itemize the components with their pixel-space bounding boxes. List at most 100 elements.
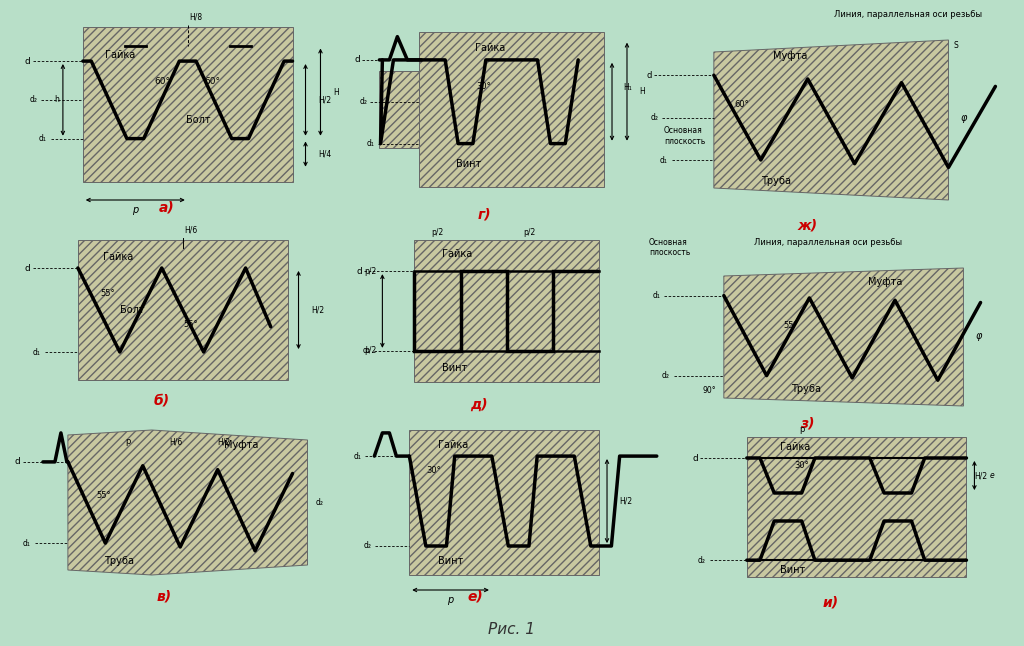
Text: p/2: p/2 — [431, 227, 443, 236]
Text: Гайка: Гайка — [103, 252, 133, 262]
Bar — [379, 71, 419, 148]
Text: Линия, параллельная оси резьбы: Линия, параллельная оси резьбы — [754, 238, 902, 247]
Text: H/6: H/6 — [169, 437, 182, 446]
Text: p: p — [447, 595, 454, 605]
Text: 60°: 60° — [155, 77, 171, 86]
Text: а): а) — [159, 200, 175, 214]
Text: ж): ж) — [798, 218, 818, 232]
Text: p: p — [799, 424, 805, 433]
Text: Основная
плоскость: Основная плоскость — [664, 127, 706, 146]
Text: d₂: d₂ — [359, 98, 368, 106]
Text: в): в) — [157, 590, 171, 604]
Text: 55°: 55° — [183, 320, 199, 329]
Text: H: H — [334, 88, 339, 97]
Text: h: h — [54, 96, 59, 105]
Text: Гайка: Гайка — [105, 50, 136, 60]
Text: Болт: Болт — [120, 305, 144, 315]
Text: d₂: d₂ — [662, 371, 670, 380]
Text: d₂: d₂ — [364, 541, 372, 550]
Bar — [746, 437, 967, 577]
Text: d: d — [354, 56, 360, 65]
Text: d: d — [25, 57, 30, 66]
Text: d₁: d₁ — [653, 291, 660, 300]
Text: 90°: 90° — [702, 386, 716, 395]
Text: и): и) — [822, 595, 839, 609]
Text: d: d — [692, 453, 698, 463]
Text: 30°: 30° — [476, 82, 492, 90]
Text: 30°: 30° — [427, 466, 441, 475]
Text: p/2: p/2 — [365, 346, 377, 355]
Text: H: H — [639, 87, 645, 96]
Text: d: d — [14, 457, 19, 466]
Text: φ: φ — [961, 112, 967, 123]
Text: H/2: H/2 — [975, 471, 987, 480]
Text: p: p — [125, 437, 130, 446]
Text: p: p — [132, 205, 138, 215]
Text: Труба: Труба — [761, 176, 791, 186]
Text: d₂: d₂ — [30, 96, 38, 105]
Text: Линия, параллельная оси резьбы: Линия, параллельная оси резьбы — [834, 10, 982, 19]
Text: d₁: d₁ — [660, 156, 668, 165]
Text: H/2: H/2 — [217, 437, 230, 446]
Text: 55°: 55° — [100, 289, 115, 298]
Text: d₁: d₁ — [367, 139, 375, 148]
Polygon shape — [724, 268, 964, 406]
Text: 30°: 30° — [795, 461, 809, 470]
Text: 55°: 55° — [783, 322, 799, 331]
Text: 60°: 60° — [734, 99, 750, 109]
Text: Гайка: Гайка — [475, 43, 505, 52]
Text: Муфта: Муфта — [772, 51, 807, 61]
Text: d₂: d₂ — [651, 113, 658, 122]
Text: Труба: Труба — [791, 384, 821, 395]
Text: Муфта: Муфта — [867, 276, 902, 287]
Text: Винт: Винт — [442, 363, 467, 373]
Text: H/8: H/8 — [189, 12, 203, 21]
Text: d: d — [356, 267, 362, 276]
Text: d₁: d₁ — [353, 452, 361, 461]
Bar — [78, 240, 288, 380]
Text: H/4: H/4 — [318, 150, 332, 159]
Text: p/2: p/2 — [523, 227, 536, 236]
Text: е): е) — [468, 590, 483, 604]
Text: Гайка: Гайка — [438, 439, 468, 450]
Text: d₁: d₁ — [39, 134, 47, 143]
Text: Гайка: Гайка — [442, 249, 472, 259]
Text: S: S — [953, 41, 958, 50]
Polygon shape — [714, 40, 948, 200]
Polygon shape — [68, 430, 307, 575]
Text: Основная
плоскость: Основная плоскость — [649, 238, 690, 257]
Text: d₂: d₂ — [362, 346, 371, 355]
Text: з): з) — [801, 416, 815, 430]
Text: d₂: d₂ — [315, 498, 324, 507]
Text: б): б) — [154, 393, 170, 407]
Text: 55°: 55° — [96, 491, 112, 500]
Text: H/2: H/2 — [618, 497, 632, 506]
Text: Винт: Винт — [438, 556, 463, 565]
Text: д): д) — [470, 398, 487, 412]
Text: d₂: d₂ — [698, 556, 706, 565]
Text: Болт: Болт — [186, 115, 211, 125]
Text: H₁: H₁ — [623, 83, 632, 92]
Text: Винт: Винт — [457, 159, 481, 169]
Text: d₁: d₁ — [24, 539, 31, 548]
Bar — [419, 32, 604, 187]
Bar — [83, 27, 293, 182]
Text: Винт: Винт — [779, 565, 805, 575]
Text: Муфта: Муфта — [223, 439, 258, 450]
Text: d₁: d₁ — [33, 348, 41, 357]
Bar — [415, 240, 599, 382]
Text: H/6: H/6 — [184, 225, 198, 234]
Text: Труба: Труба — [103, 556, 134, 565]
Text: d: d — [646, 70, 652, 79]
Text: e: e — [989, 471, 994, 480]
Bar — [410, 430, 599, 575]
Text: H/2: H/2 — [311, 306, 325, 315]
Text: г): г) — [477, 207, 490, 221]
Text: Гайка: Гайка — [779, 442, 810, 452]
Text: Рис. 1: Рис. 1 — [487, 623, 535, 638]
Text: p/2: p/2 — [365, 267, 377, 276]
Text: φ: φ — [976, 331, 982, 340]
Text: H/2: H/2 — [318, 96, 332, 105]
Text: d: d — [25, 264, 30, 273]
Text: 60°: 60° — [205, 77, 221, 86]
